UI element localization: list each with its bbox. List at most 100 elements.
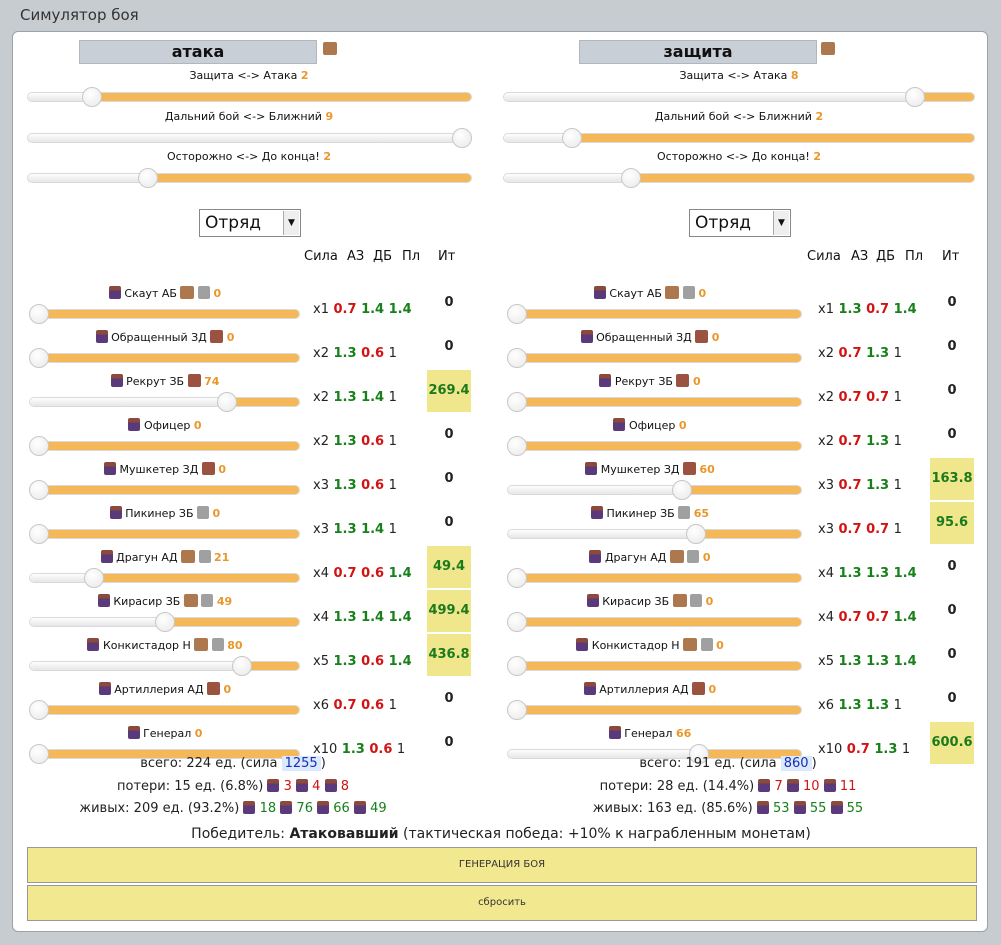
slider-knob[interactable] (507, 700, 527, 720)
unit-label: Офицер 0 (500, 418, 800, 432)
unit-row: Кирасир ЗБ 0 x4 0.7 0.7 1.4 0 (13, 590, 989, 634)
unit-count-slider[interactable] (507, 744, 802, 764)
unit-count-slider[interactable] (29, 524, 300, 544)
ship-icon (695, 330, 709, 343)
slider-knob[interactable] (29, 744, 49, 764)
chevron-down-icon[interactable]: ▼ (283, 211, 299, 235)
unit-portrait-icon (267, 779, 280, 792)
unit-count-slider[interactable] (29, 436, 300, 456)
slider-knob[interactable] (905, 87, 926, 107)
chevron-down-icon[interactable]: ▼ (773, 211, 789, 235)
unit-count: 65 (693, 507, 710, 520)
unit-strength: x2 (313, 434, 329, 449)
slider-knob[interactable] (507, 656, 527, 676)
slider-knob[interactable] (507, 568, 527, 588)
slider-knob[interactable] (507, 612, 527, 632)
unit-stat-db: 0.7 (866, 522, 890, 537)
unit-count-slider[interactable] (29, 304, 300, 324)
unit-stats: x2 1.3 0.6 1 (313, 434, 397, 449)
alive-text: живых: 209 ед. (93.2%) (79, 801, 240, 816)
unit-count-slider[interactable] (507, 392, 802, 412)
slider-knob[interactable] (507, 304, 527, 324)
slider-knob[interactable] (29, 700, 49, 720)
tactic-slider[interactable] (27, 128, 472, 148)
unit-count-slider[interactable] (507, 480, 802, 500)
slider-knob[interactable] (29, 480, 49, 500)
unit-count-slider[interactable] (29, 700, 300, 720)
unit-portrait-icon (576, 638, 589, 651)
unit-portrait-icon (87, 638, 100, 651)
unit-count-slider[interactable] (507, 700, 802, 720)
unit-label: Конкистадор Н 0 (500, 638, 800, 652)
unit-count-slider[interactable] (507, 524, 802, 544)
unit-label: Рекрут ЗБ 74 (15, 374, 315, 388)
generate-battle-button[interactable]: ГЕНЕРАЦИЯ БОЯ (27, 847, 977, 883)
tactic-slider[interactable] (503, 168, 975, 188)
cart-icon (669, 550, 684, 563)
slider-knob[interactable] (154, 612, 175, 632)
unit-stat-pl: 1.4 (893, 610, 917, 625)
slider-knob[interactable] (84, 568, 105, 588)
slider-knob[interactable] (507, 436, 527, 456)
slider-knob[interactable] (685, 524, 706, 544)
unit-count-slider[interactable] (29, 612, 300, 632)
slider-knob[interactable] (672, 480, 692, 500)
slider-knob[interactable] (620, 168, 641, 188)
unit-label: Артиллерия АД 0 (500, 682, 800, 696)
tactic-slider[interactable] (27, 168, 472, 188)
squad-select[interactable]: Отряд ▼ (689, 209, 791, 237)
unit-stat-db: 0.7 (866, 390, 890, 405)
tactic-label-text: Защита <-> Атака (189, 69, 298, 82)
unit-count-slider[interactable] (29, 656, 300, 676)
unit-row: Обращенный ЗД 0 x2 0.7 1.3 1 0 (13, 326, 989, 370)
unit-count-slider[interactable] (507, 304, 802, 324)
unit-strength: x3 (818, 522, 834, 537)
side-name-box[interactable]: атака (79, 40, 317, 64)
slider-knob[interactable] (688, 744, 709, 764)
total-text-end: ) (320, 756, 326, 771)
slider-knob[interactable] (82, 87, 103, 107)
slider-knob[interactable] (452, 128, 472, 148)
unit-count-slider[interactable] (29, 392, 300, 412)
unit-count-slider[interactable] (29, 348, 300, 368)
unit-stat-db: 0.6 (361, 698, 385, 713)
unit-strength: x5 (818, 654, 834, 669)
unit-label: Генерал 0 (15, 726, 315, 740)
unit-strength: x2 (818, 434, 834, 449)
armor-icon (197, 506, 210, 519)
tactic-slider[interactable] (27, 87, 472, 107)
reset-button[interactable]: сбросить (27, 885, 977, 921)
slider-knob[interactable] (29, 524, 49, 544)
unit-count-slider[interactable] (29, 744, 300, 764)
unit-count-slider[interactable] (507, 568, 802, 588)
squad-select[interactable]: Отряд ▼ (199, 209, 301, 237)
unit-count: 0 (194, 727, 203, 740)
slider-knob[interactable] (507, 392, 527, 412)
slider-knob[interactable] (137, 168, 158, 188)
unit-name: Скаут АБ (124, 287, 177, 300)
unit-count-slider[interactable] (507, 612, 802, 632)
slider-knob[interactable] (29, 304, 49, 324)
unit-portrait-icon (823, 779, 836, 792)
unit-count-slider[interactable] (29, 480, 300, 500)
total-strength: 1255 (281, 756, 321, 771)
unit-strength: x4 (313, 610, 329, 625)
slider-knob[interactable] (561, 128, 582, 148)
cart-icon (194, 638, 209, 651)
slider-knob[interactable] (29, 436, 49, 456)
slider-knob[interactable] (217, 392, 238, 412)
unit-count-slider[interactable] (507, 348, 802, 368)
unit-count-slider[interactable] (507, 436, 802, 456)
tactic-slider[interactable] (503, 128, 975, 148)
unit-stats: x4 0.7 0.7 1.4 (818, 610, 917, 625)
side-name-box[interactable]: защита (579, 40, 817, 64)
unit-count-slider[interactable] (29, 568, 300, 588)
slider-knob[interactable] (507, 348, 527, 368)
slider-knob[interactable] (232, 656, 253, 676)
slider-knob[interactable] (29, 348, 49, 368)
unit-stats: x4 1.3 1.3 1.4 (818, 566, 917, 581)
unit-row: Артиллерия АД 0 x6 1.3 1.3 1 0 (13, 678, 989, 722)
tactic-slider[interactable] (503, 87, 975, 107)
unit-count: 0 (226, 331, 235, 344)
unit-count-slider[interactable] (507, 656, 802, 676)
